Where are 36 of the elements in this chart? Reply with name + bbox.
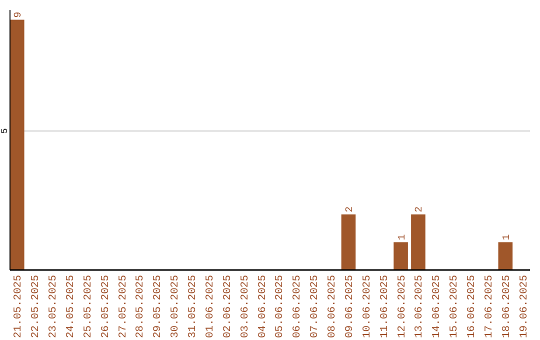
x-tick-label: 26.05.2025 [100, 275, 112, 338]
data-label: 2 [414, 206, 426, 212]
x-tick-label: 29.05.2025 [152, 275, 164, 338]
x-tick-label: 23.05.2025 [48, 275, 60, 338]
y-tick-label: 5 [0, 128, 10, 134]
x-tick-label: 08.06.2025 [326, 275, 339, 338]
data-label: 1 [397, 234, 408, 240]
x-tick-label: 15.06.2025 [448, 275, 461, 338]
x-tick-label: 24.05.2025 [64, 275, 77, 338]
x-tick-label: 18.06.2025 [500, 275, 513, 338]
x-tick-label: 22.05.2025 [30, 275, 42, 338]
x-tick-label: 07.06.2025 [309, 275, 322, 338]
x-tick-label: 31.05.2025 [187, 275, 200, 338]
x-tick-label: 19.06.2025 [518, 275, 530, 338]
x-tick-label: 03.06.2025 [239, 275, 252, 338]
x-tick-label: 25.05.2025 [82, 275, 94, 338]
x-tick-label: 13.06.2025 [414, 275, 426, 338]
x-tick-label: 09.06.2025 [344, 275, 356, 338]
x-tick-label: 10.06.2025 [361, 275, 374, 338]
x-tick-label: 17.06.2025 [483, 275, 496, 338]
x-tick-label: 12.06.2025 [396, 275, 408, 338]
x-tick-label: 16.06.2025 [466, 275, 478, 338]
x-tick-label: 06.06.2025 [292, 275, 304, 338]
x-tick-label: 11.06.2025 [378, 275, 391, 338]
data-label: 2 [344, 206, 356, 212]
x-tick-label: 21.05.2025 [12, 275, 25, 338]
data-label: 1 [502, 234, 513, 240]
x-tick-label: 14.06.2025 [431, 275, 444, 338]
x-tick-label: 04.06.2025 [256, 275, 269, 338]
x-tick-label: 02.06.2025 [222, 275, 234, 338]
x-tick-label: 30.05.2025 [170, 275, 182, 338]
x-tick-label: 27.05.2025 [117, 275, 130, 338]
x-tick-label: 01.06.2025 [204, 275, 216, 338]
x-tick-label: 28.05.2025 [134, 275, 147, 338]
data-label: 9 [14, 12, 25, 18]
x-tick-label: 05.06.2025 [274, 275, 286, 338]
